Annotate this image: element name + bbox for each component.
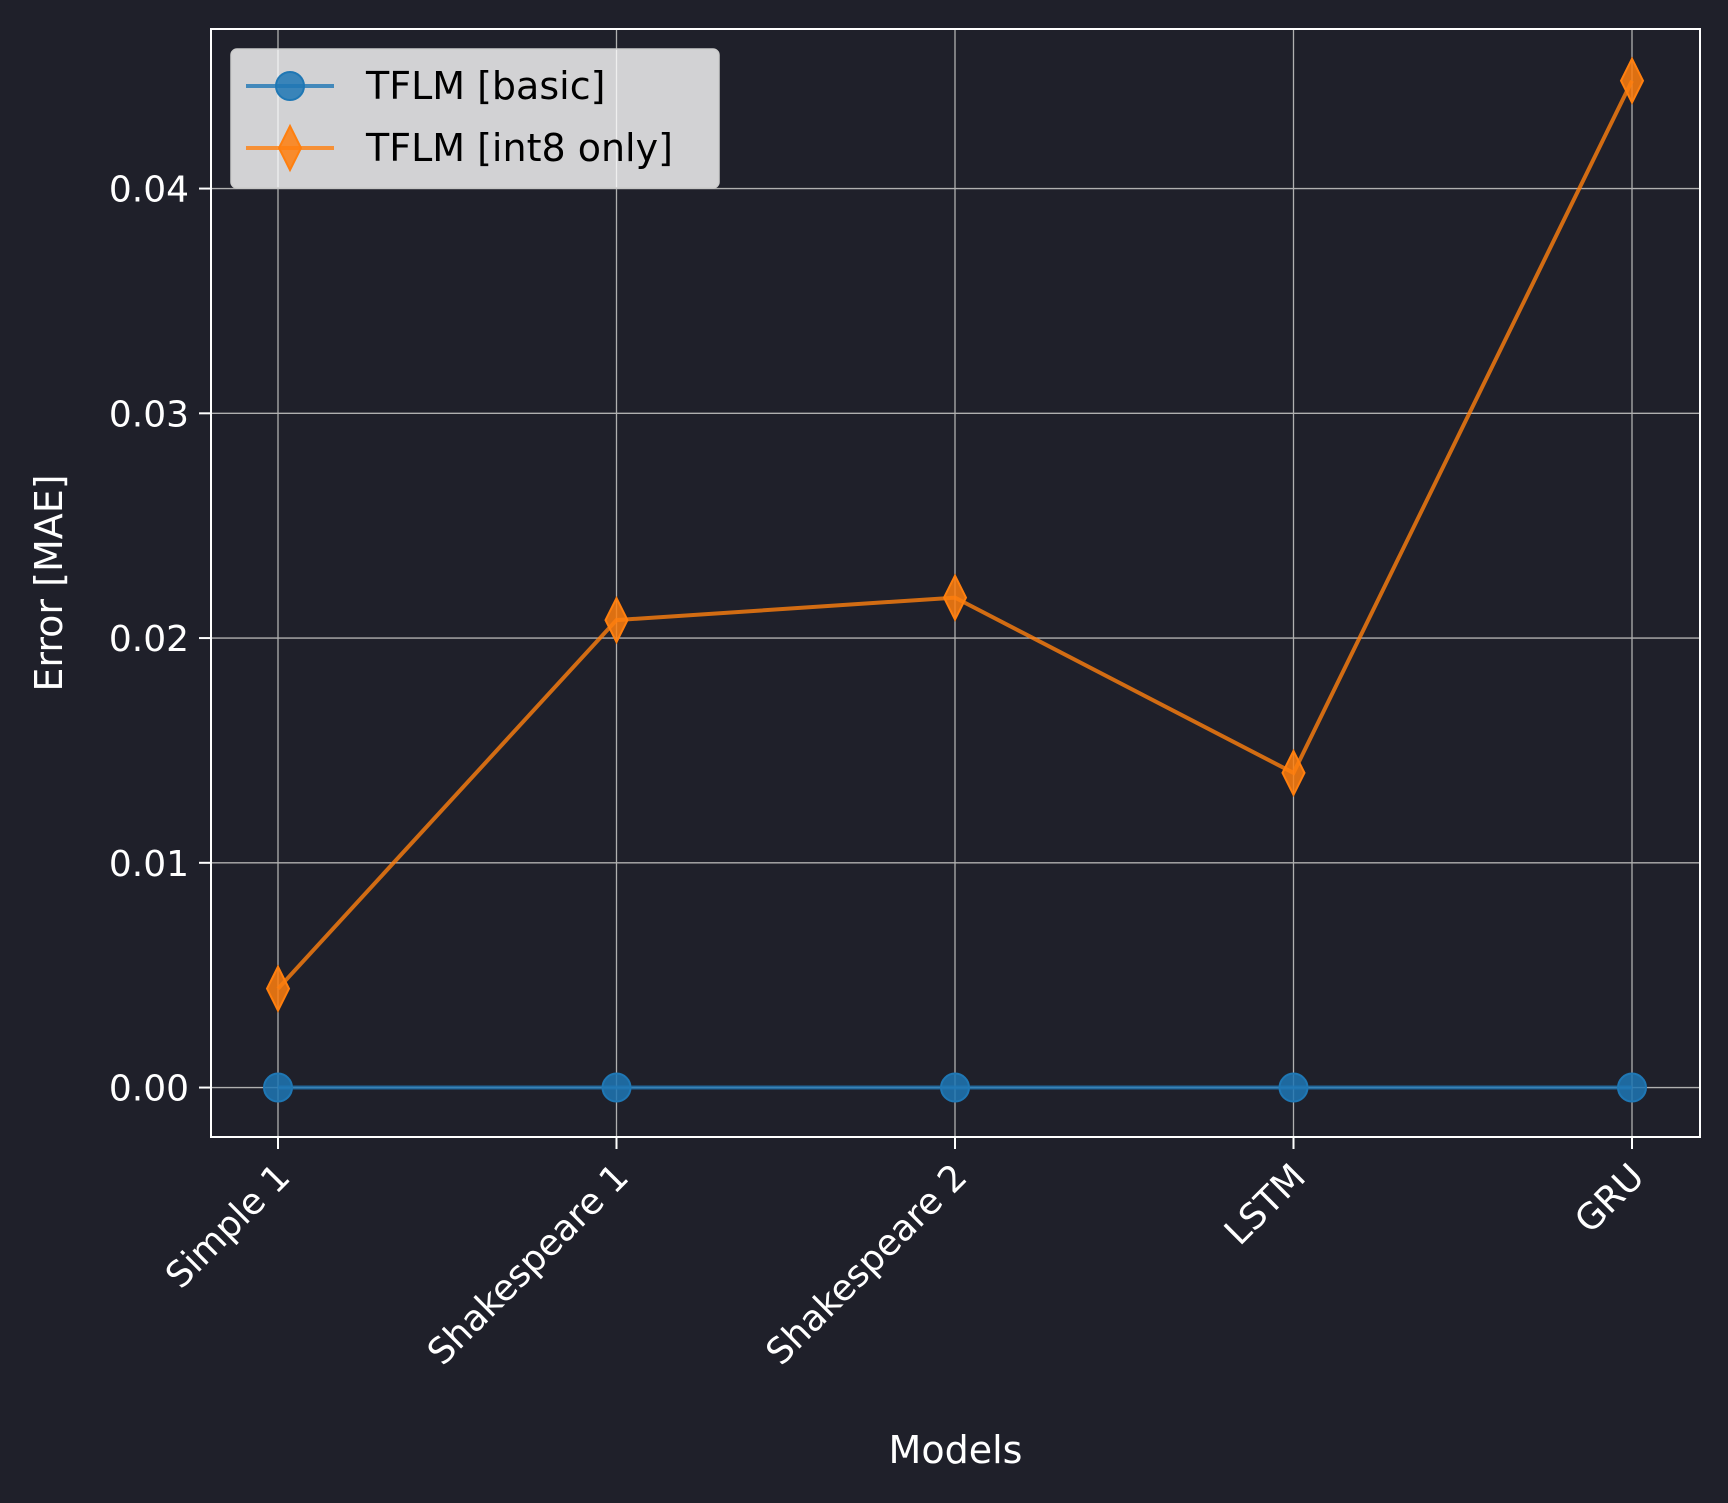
series-group: [263, 56, 1647, 1103]
plot-frame: [210, 28, 1701, 1138]
data-point: [263, 1072, 293, 1103]
x-tick-label: LSTM: [1217, 1156, 1314, 1253]
data-point: [1617, 1072, 1647, 1103]
y-tick-label: 0.00: [109, 1069, 189, 1110]
y-tick-label: 0.04: [109, 170, 189, 211]
y-axis-ticks: 0.00 0.01 0.02 0.03 0.04: [109, 170, 211, 1110]
data-point: [942, 573, 968, 622]
x-tick-label: Simple 1: [158, 1156, 298, 1296]
legend-marker: [277, 123, 303, 173]
x-axis-label: Models: [889, 1428, 1023, 1472]
legend-item: TFLM [int8 only]: [246, 123, 673, 173]
series-2: [265, 56, 1645, 1013]
data-point: [265, 964, 291, 1013]
x-tick-label: Shakespeare 1: [420, 1156, 637, 1373]
y-tick-label: 0.03: [109, 394, 189, 435]
data-point: [1278, 1072, 1309, 1103]
legend-label: TFLM [basic]: [365, 64, 605, 108]
y-tick-label: 0.02: [109, 619, 189, 660]
y-tick-label: 0.01: [109, 844, 189, 885]
x-tick-label: Shakespeare 2: [758, 1156, 975, 1373]
data-point: [604, 595, 629, 645]
data-point: [940, 1072, 970, 1103]
series-1: [263, 1072, 1647, 1103]
legend-item: TFLM [basic]: [246, 64, 605, 108]
legend-box: [230, 48, 720, 189]
legend-marker: [275, 71, 305, 101]
x-tick-label: GRU: [1567, 1156, 1652, 1241]
data-point: [1281, 748, 1306, 798]
data-point: [601, 1072, 632, 1103]
legend: TFLM [basic] TFLM [int8 only]: [230, 48, 720, 189]
data-point: [1619, 56, 1645, 105]
legend-label: TFLM [int8 only]: [365, 126, 673, 170]
y-axis-label: Error [MAE]: [27, 474, 71, 691]
x-axis-ticks: Simple 1 Shakespeare 1 Shakespeare 2 LSTM GR…: [158, 1137, 1652, 1373]
